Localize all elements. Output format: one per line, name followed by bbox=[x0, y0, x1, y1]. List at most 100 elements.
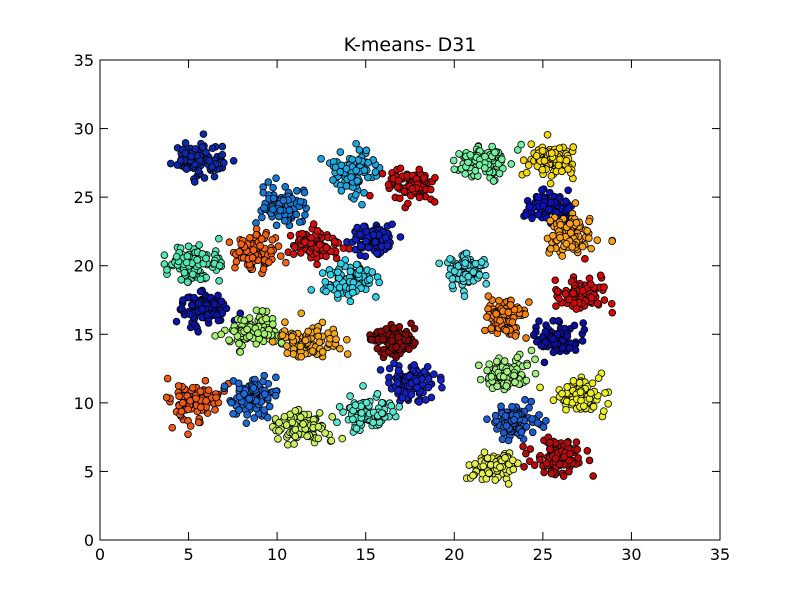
data-point bbox=[245, 332, 254, 340]
data-point bbox=[331, 163, 340, 171]
data-point bbox=[531, 369, 540, 378]
data-point bbox=[230, 327, 238, 335]
data-point bbox=[519, 442, 527, 451]
data-point bbox=[546, 244, 555, 253]
data-point bbox=[256, 242, 264, 250]
data-point bbox=[190, 293, 198, 302]
data-point bbox=[166, 159, 175, 168]
data-point bbox=[351, 401, 360, 409]
data-point bbox=[412, 377, 421, 385]
data-point bbox=[394, 386, 402, 395]
x-tick-label: 15 bbox=[356, 545, 376, 564]
data-point bbox=[396, 233, 405, 241]
data-point bbox=[530, 461, 539, 469]
data-point bbox=[211, 406, 219, 414]
data-point bbox=[601, 389, 609, 397]
y-tick-label: 0 bbox=[84, 531, 94, 550]
data-point bbox=[541, 327, 550, 336]
cluster-15 bbox=[172, 286, 245, 336]
data-point bbox=[469, 268, 478, 276]
data-point bbox=[390, 359, 398, 368]
data-point bbox=[491, 411, 500, 420]
data-point bbox=[339, 408, 347, 416]
data-point bbox=[576, 388, 585, 396]
data-point bbox=[525, 457, 534, 466]
data-point bbox=[272, 174, 280, 182]
data-point bbox=[194, 418, 203, 427]
data-point bbox=[420, 174, 428, 182]
data-point bbox=[177, 407, 186, 416]
data-point bbox=[283, 342, 291, 350]
data-point bbox=[242, 419, 251, 427]
data-point bbox=[562, 405, 570, 414]
data-point bbox=[583, 227, 592, 235]
data-point bbox=[362, 237, 370, 246]
data-point bbox=[604, 400, 612, 408]
data-point bbox=[450, 165, 459, 174]
data-point bbox=[200, 174, 209, 182]
data-point bbox=[196, 387, 205, 396]
data-point bbox=[307, 233, 315, 242]
data-point bbox=[424, 383, 433, 392]
data-point bbox=[549, 396, 558, 404]
x-tick-label: 35 bbox=[710, 545, 730, 564]
data-point bbox=[356, 230, 364, 239]
data-point bbox=[235, 248, 244, 256]
data-point bbox=[471, 259, 480, 268]
y-tick-label: 20 bbox=[74, 257, 94, 276]
data-point bbox=[347, 173, 355, 181]
data-point bbox=[199, 130, 208, 138]
cluster-23 bbox=[474, 346, 540, 394]
data-point bbox=[437, 376, 445, 385]
cluster-24 bbox=[162, 374, 233, 439]
data-point bbox=[342, 165, 351, 173]
data-point bbox=[398, 393, 407, 402]
data-point bbox=[388, 220, 396, 229]
data-point bbox=[581, 255, 589, 263]
data-point bbox=[526, 445, 535, 453]
data-point bbox=[338, 434, 347, 443]
data-point bbox=[538, 186, 546, 194]
data-point bbox=[551, 454, 560, 463]
data-point bbox=[260, 203, 268, 212]
data-point bbox=[252, 230, 261, 239]
data-point bbox=[279, 196, 288, 205]
data-point bbox=[210, 300, 219, 309]
data-point bbox=[163, 266, 171, 274]
data-point bbox=[160, 251, 169, 259]
data-point bbox=[333, 290, 342, 299]
data-point bbox=[184, 430, 192, 439]
data-point bbox=[190, 178, 199, 186]
data-point bbox=[564, 165, 572, 173]
data-point bbox=[259, 188, 268, 197]
data-point bbox=[394, 333, 403, 341]
data-point bbox=[204, 386, 213, 395]
data-point bbox=[336, 344, 344, 353]
data-point bbox=[532, 152, 541, 160]
data-point bbox=[215, 234, 223, 243]
data-point bbox=[522, 376, 531, 385]
data-point bbox=[296, 413, 305, 422]
data-point bbox=[520, 462, 528, 471]
data-point bbox=[542, 459, 551, 468]
data-point bbox=[449, 156, 458, 165]
data-point bbox=[182, 258, 191, 267]
data-point bbox=[301, 336, 310, 345]
data-point bbox=[527, 140, 536, 148]
data-point bbox=[177, 304, 186, 313]
data-point bbox=[503, 367, 511, 376]
data-point bbox=[218, 150, 227, 159]
data-point bbox=[292, 210, 301, 219]
data-point bbox=[245, 402, 254, 411]
data-point bbox=[291, 425, 300, 434]
data-point bbox=[485, 469, 493, 477]
data-point bbox=[534, 193, 543, 202]
data-point bbox=[407, 319, 415, 328]
data-point bbox=[352, 139, 360, 148]
data-point bbox=[274, 435, 282, 443]
data-point bbox=[596, 271, 605, 280]
data-point bbox=[525, 298, 533, 306]
data-point bbox=[280, 216, 289, 225]
